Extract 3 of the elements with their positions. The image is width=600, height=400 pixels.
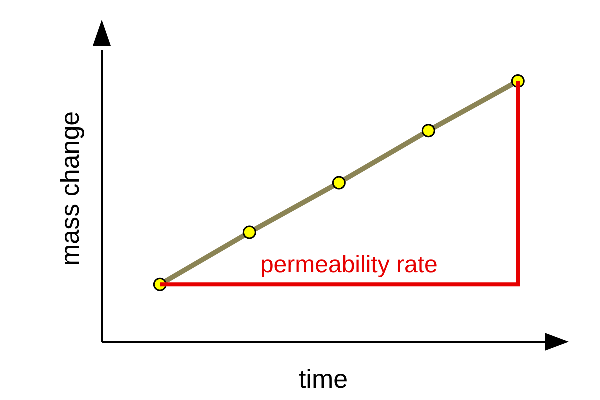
y-axis-title: mass change: [55, 111, 86, 266]
x-axis-title: time: [298, 364, 348, 394]
annotation: permeability rate: [260, 252, 438, 279]
